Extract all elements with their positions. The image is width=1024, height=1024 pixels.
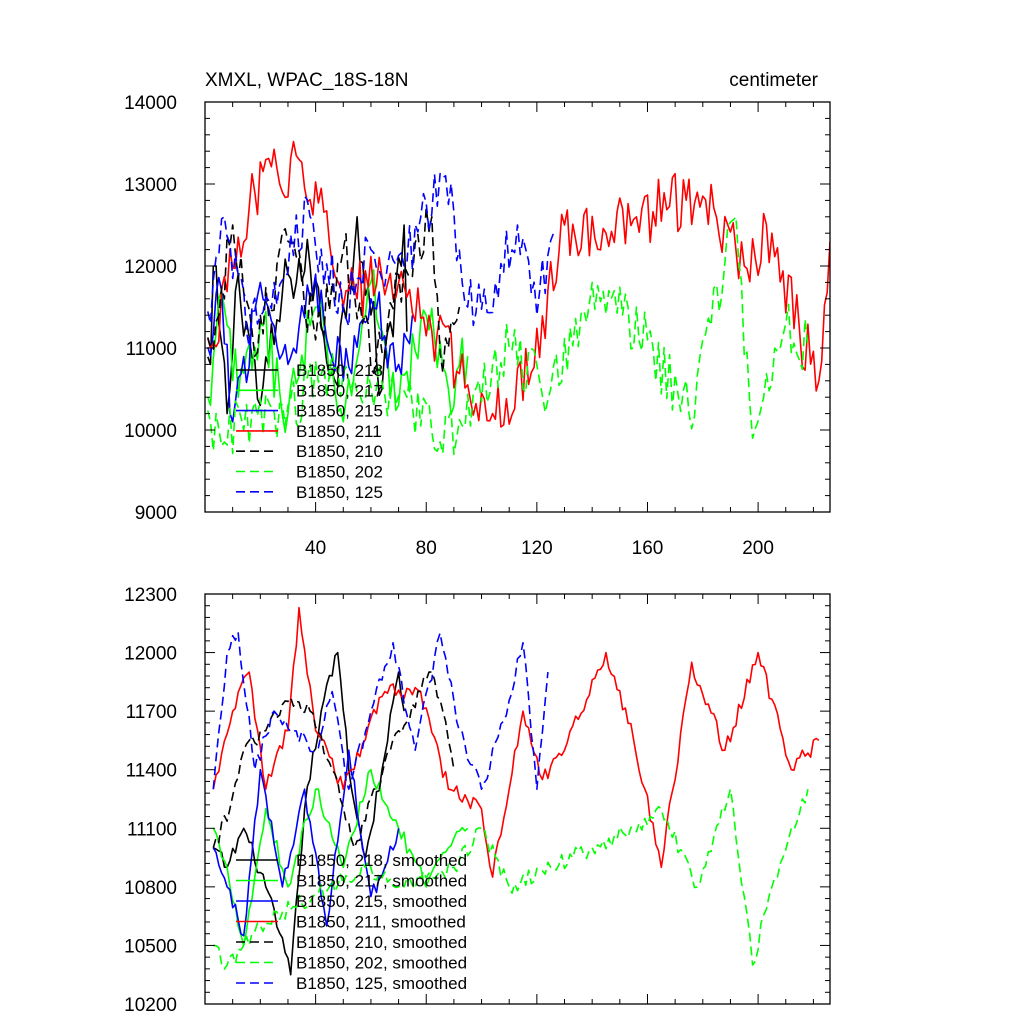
- bottom-panel: 10200 10500 10800 11100 11400 11700 12000 12300…: [124, 585, 831, 1016]
- plot-frame: [204, 101, 831, 513]
- y-tick-label: 10200: [124, 995, 177, 1016]
- y-tick-label: 10500: [124, 936, 177, 957]
- legend-label: B1850, 218, smoothed: [296, 851, 467, 870]
- series-line: [212, 749, 400, 937]
- top-panel: 40 80 120 160 200 9000 10000 11000 12000 13000 140…: [124, 93, 831, 559]
- series-line: [213, 788, 809, 970]
- series-line: [207, 140, 830, 428]
- x-tick-label: 160: [632, 538, 664, 559]
- legend-label: B1850, 202, smoothed: [296, 954, 467, 973]
- series-line: [212, 606, 820, 878]
- series-group: [207, 140, 830, 456]
- legend-label: B1850, 217, smoothed: [296, 872, 467, 891]
- legend-label: B1850, 125, smoothed: [296, 974, 467, 993]
- legend-label: B1850, 210, smoothed: [296, 933, 467, 952]
- chart-title-right: centimeter: [729, 70, 818, 91]
- series-line: [212, 671, 455, 849]
- y-tick-label: 14000: [124, 93, 177, 114]
- y-tick-label: 11100: [127, 819, 177, 840]
- legend-label: B1850, 218: [296, 361, 383, 380]
- y-tick-label: 11000: [126, 339, 177, 360]
- series-line: [207, 172, 555, 348]
- series-line: [207, 216, 809, 456]
- series-line: [207, 206, 461, 374]
- y-tick-label: 9000: [135, 503, 177, 524]
- series-line: [207, 216, 408, 415]
- legend-label: B1850, 215: [296, 402, 383, 421]
- series-line: [212, 651, 405, 976]
- series-line: [212, 632, 549, 790]
- legend-label: B1850, 202: [296, 463, 383, 482]
- series-line: [212, 768, 469, 947]
- series-line: [207, 269, 469, 434]
- x-tick-label: 120: [521, 538, 553, 559]
- legend-label: B1850, 215, smoothed: [296, 892, 467, 911]
- legend-label: B1850, 211, smoothed: [296, 913, 466, 932]
- y-tick-label: 10800: [124, 878, 177, 899]
- y-tick-label: 11400: [126, 761, 177, 782]
- legend: B1850, 218, smoothed B1850, 217, smoothed…: [236, 851, 467, 993]
- legend-label: B1850, 211: [296, 422, 382, 441]
- legend-label: B1850, 210: [296, 442, 383, 461]
- series-group: [212, 606, 820, 976]
- y-tick-label: 12000: [124, 644, 177, 665]
- chart-title-left: XMXL, WPAC_18S-18N: [205, 70, 408, 91]
- x-tick-label: 80: [416, 538, 437, 559]
- y-tick-label: 12300: [124, 585, 177, 606]
- y-tick-label: 12000: [124, 257, 177, 278]
- plot-frame: [204, 593, 831, 1005]
- x-tick-label: 40: [305, 538, 326, 559]
- y-tick-label: 11700: [126, 702, 177, 723]
- legend-label: B1850, 125: [296, 483, 383, 502]
- x-tick-label: 200: [742, 538, 774, 559]
- y-tick-label: 10000: [124, 421, 177, 442]
- y-tick-label: 13000: [124, 175, 177, 196]
- legend-label: B1850, 217: [296, 381, 383, 400]
